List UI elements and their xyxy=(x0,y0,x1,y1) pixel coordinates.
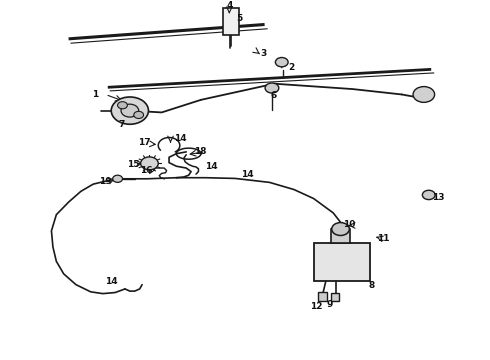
Circle shape xyxy=(413,86,435,102)
Text: 8: 8 xyxy=(368,281,374,290)
Circle shape xyxy=(118,102,127,109)
Text: 4: 4 xyxy=(226,1,233,10)
Circle shape xyxy=(111,97,148,124)
Circle shape xyxy=(141,157,158,170)
Circle shape xyxy=(265,83,279,93)
Circle shape xyxy=(332,222,349,235)
Text: 6: 6 xyxy=(270,91,276,100)
Bar xyxy=(331,293,339,301)
Bar xyxy=(314,243,370,281)
Circle shape xyxy=(275,58,288,67)
Text: 14: 14 xyxy=(105,277,118,286)
Bar xyxy=(331,229,350,243)
Text: 9: 9 xyxy=(326,300,333,309)
Text: 12: 12 xyxy=(310,302,322,311)
Text: 14: 14 xyxy=(241,170,254,179)
Text: 3: 3 xyxy=(261,49,267,58)
Text: 17: 17 xyxy=(138,138,151,147)
Text: 15: 15 xyxy=(127,160,140,169)
Text: 14: 14 xyxy=(174,134,187,143)
Text: 11: 11 xyxy=(377,234,390,243)
Text: 18: 18 xyxy=(194,147,206,156)
Text: 14: 14 xyxy=(205,162,218,171)
Text: 16: 16 xyxy=(140,166,152,175)
Text: 2: 2 xyxy=(289,63,294,72)
Text: 13: 13 xyxy=(432,193,445,202)
Text: 7: 7 xyxy=(118,121,125,130)
Circle shape xyxy=(422,190,435,199)
Text: 19: 19 xyxy=(99,177,112,186)
Bar xyxy=(318,292,327,301)
Text: 10: 10 xyxy=(343,220,355,229)
Circle shape xyxy=(134,111,144,118)
Circle shape xyxy=(121,104,139,117)
Circle shape xyxy=(113,175,122,183)
Text: 5: 5 xyxy=(236,14,242,23)
Bar xyxy=(223,8,239,35)
Text: 1: 1 xyxy=(93,90,98,99)
